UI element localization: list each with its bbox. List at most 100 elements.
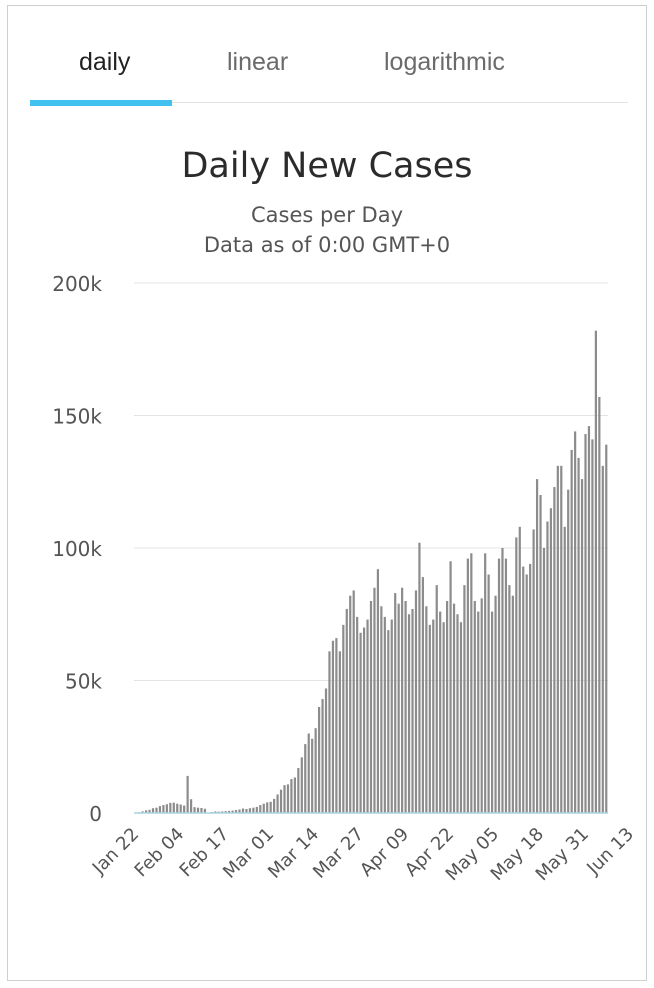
bar bbox=[563, 526, 566, 813]
bar bbox=[511, 595, 514, 813]
bar bbox=[539, 495, 542, 813]
bar bbox=[356, 616, 359, 813]
bar bbox=[328, 651, 331, 813]
bar bbox=[300, 757, 303, 813]
bar bbox=[279, 789, 283, 813]
bar bbox=[179, 804, 182, 813]
bar bbox=[311, 738, 314, 813]
bar bbox=[297, 767, 300, 813]
tab-linear[interactable]: linear bbox=[227, 48, 289, 76]
bar bbox=[390, 619, 393, 813]
bar bbox=[193, 807, 196, 813]
bar bbox=[452, 603, 456, 813]
bar bbox=[366, 619, 369, 813]
bar bbox=[369, 601, 373, 813]
bar bbox=[245, 809, 248, 813]
x-tick-label: Apr 09 bbox=[356, 824, 413, 881]
bar bbox=[162, 805, 165, 813]
bar bbox=[529, 563, 532, 813]
bar bbox=[584, 434, 587, 813]
bar bbox=[345, 608, 348, 813]
bar bbox=[560, 465, 563, 813]
bar bbox=[442, 622, 445, 813]
bar bbox=[459, 622, 463, 813]
bar bbox=[470, 553, 473, 813]
bar bbox=[269, 801, 272, 813]
bar bbox=[574, 431, 577, 813]
bar bbox=[342, 624, 345, 813]
bar bbox=[383, 616, 386, 813]
bar bbox=[546, 521, 549, 813]
bar bbox=[414, 590, 418, 813]
bar bbox=[200, 807, 203, 814]
bar bbox=[553, 487, 556, 813]
bar bbox=[293, 777, 296, 813]
bar bbox=[473, 601, 476, 813]
bar bbox=[401, 587, 404, 813]
bar bbox=[376, 569, 380, 813]
bar bbox=[359, 632, 362, 813]
bar bbox=[394, 593, 397, 813]
bar bbox=[425, 606, 428, 813]
bar bbox=[484, 553, 487, 813]
bar bbox=[411, 608, 414, 813]
bar bbox=[490, 611, 494, 813]
bar bbox=[259, 805, 262, 813]
bar bbox=[189, 799, 193, 813]
bar bbox=[542, 548, 546, 813]
bar bbox=[234, 810, 238, 814]
bar bbox=[145, 810, 148, 813]
bar bbox=[404, 601, 407, 813]
bar bbox=[151, 808, 155, 813]
bar bbox=[349, 595, 352, 813]
y-tick-label: 0 bbox=[89, 802, 102, 826]
bar bbox=[141, 811, 144, 813]
bar bbox=[591, 439, 594, 813]
bar bbox=[266, 802, 269, 813]
bar bbox=[494, 595, 497, 813]
bar bbox=[432, 619, 435, 813]
chart-title: Daily New Cases bbox=[181, 146, 473, 186]
x-tick-label: Mar 27 bbox=[309, 824, 368, 883]
bar bbox=[155, 807, 158, 813]
bar bbox=[238, 809, 241, 813]
tab-daily[interactable]: daily bbox=[79, 48, 131, 76]
tab-logarithmic[interactable]: logarithmic bbox=[384, 48, 505, 76]
bar bbox=[418, 542, 421, 813]
x-tick-label: Feb 04 bbox=[131, 824, 189, 882]
bar bbox=[158, 806, 162, 813]
bar bbox=[549, 508, 553, 813]
bar bbox=[466, 558, 469, 813]
chart-data-timestamp: Data as of 0:00 GMT+0 bbox=[203, 233, 451, 257]
bar bbox=[501, 548, 504, 813]
bar bbox=[335, 638, 338, 813]
bar bbox=[172, 802, 175, 813]
bar bbox=[290, 779, 293, 813]
bar bbox=[577, 457, 580, 813]
bar bbox=[397, 603, 400, 813]
bar bbox=[580, 479, 584, 813]
bar bbox=[165, 804, 168, 813]
bar bbox=[407, 614, 411, 813]
bar bbox=[362, 627, 366, 813]
bar bbox=[525, 574, 528, 813]
bar bbox=[228, 810, 231, 813]
bar bbox=[435, 585, 438, 813]
tab-bar: daily linear logarithmic bbox=[30, 40, 628, 106]
bar bbox=[449, 561, 452, 813]
bar bbox=[497, 558, 501, 813]
bar bbox=[276, 794, 279, 813]
y-tick-label: 50k bbox=[65, 670, 102, 694]
bar bbox=[594, 330, 597, 813]
bar bbox=[373, 587, 376, 813]
bar bbox=[446, 601, 449, 813]
bar bbox=[522, 566, 525, 813]
active-tab-indicator bbox=[30, 100, 172, 106]
bar bbox=[456, 614, 459, 813]
bar bbox=[169, 802, 172, 813]
bar bbox=[186, 775, 189, 813]
y-tick-label: 100k bbox=[52, 537, 102, 561]
chart-subtitle: Cases per Day bbox=[250, 203, 404, 227]
bar bbox=[248, 808, 252, 813]
bar bbox=[221, 811, 224, 813]
